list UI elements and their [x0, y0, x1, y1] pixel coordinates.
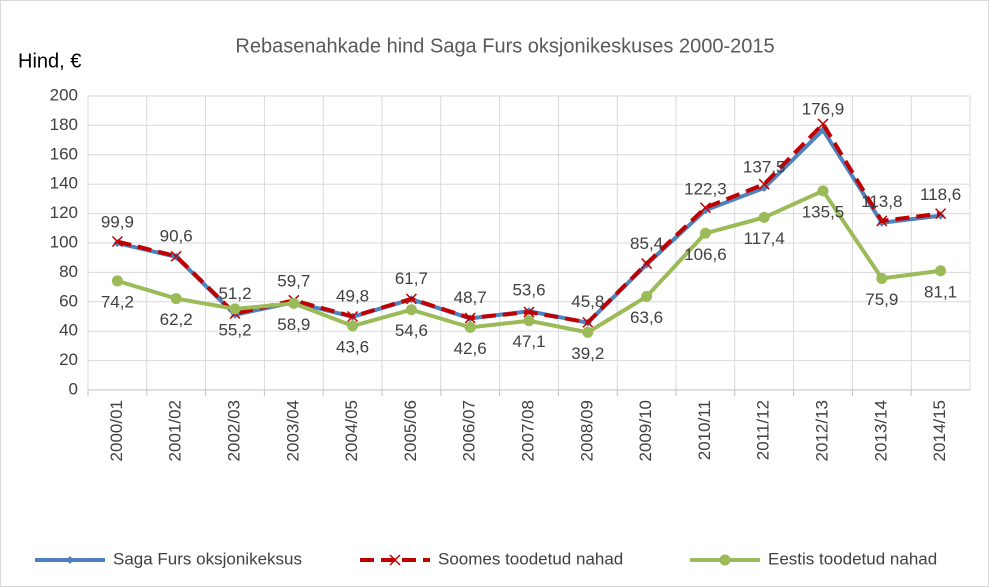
- data-point: [347, 310, 359, 323]
- data-label: 58,9: [277, 315, 310, 334]
- x-tick-label: 2003/04: [283, 400, 302, 461]
- legend-label: Saga Furs oksjonikeksus: [113, 549, 302, 568]
- data-label: 118,6: [920, 185, 961, 204]
- x-tick-label: 2009/10: [636, 400, 655, 461]
- x-tick-label: 2006/07: [460, 400, 479, 461]
- data-point: [405, 304, 417, 316]
- y-tick-label: 140: [50, 174, 78, 193]
- x-tick-label: 2001/02: [166, 400, 185, 461]
- legend-marker: [66, 556, 74, 564]
- chart-title: Rebasenahkade hind Saga Furs oksjonikesk…: [235, 35, 774, 57]
- data-label: 62,2: [160, 310, 193, 329]
- y-tick-label: 0: [69, 379, 78, 398]
- data-point: [229, 303, 241, 315]
- data-label: 176,9: [802, 99, 845, 118]
- x-tick-label: 2011/12: [754, 400, 773, 460]
- data-label: 137,5: [743, 157, 786, 176]
- data-point: [582, 316, 594, 328]
- y-tick-label: 160: [50, 144, 78, 163]
- data-point: [876, 272, 888, 284]
- data-label: 42,6: [454, 339, 487, 358]
- data-label: 51,2: [218, 284, 251, 303]
- data-label: 74,2: [101, 292, 134, 311]
- data-label: 81,1: [924, 282, 957, 301]
- data-label: 53,6: [512, 281, 545, 300]
- x-tick-label: 2012/13: [812, 400, 831, 461]
- data-label: 61,7: [395, 269, 428, 288]
- data-label: 48,7: [454, 288, 487, 307]
- x-tick-label: 2002/03: [224, 400, 243, 461]
- y-tick-label: 80: [59, 262, 78, 281]
- data-label: 63,6: [630, 308, 663, 327]
- data-point: [758, 211, 770, 223]
- data-label: 106,6: [684, 245, 727, 264]
- data-point: [758, 178, 770, 190]
- data-point: [170, 250, 182, 262]
- x-tick-label: 2010/11: [695, 400, 714, 460]
- data-point: [701, 206, 710, 215]
- y-tick-label: 20: [59, 350, 78, 369]
- data-point: [523, 306, 535, 318]
- y-tick-label: 40: [59, 321, 78, 340]
- data-point: [641, 291, 653, 303]
- y-tick-label: 180: [50, 115, 78, 134]
- data-label: 99,9: [101, 213, 134, 232]
- data-point: [935, 208, 947, 220]
- x-tick-label: 2005/06: [401, 400, 420, 461]
- data-point: [111, 275, 123, 287]
- y-tick-label: 200: [50, 85, 78, 104]
- data-point: [699, 227, 711, 239]
- y-tick-label: 120: [50, 203, 78, 222]
- x-tick-label: 2014/15: [930, 400, 949, 461]
- data-label: 55,2: [218, 320, 251, 339]
- legend-marker: [719, 554, 731, 566]
- data-label: 49,8: [336, 286, 369, 305]
- y-tick-label: 60: [59, 291, 78, 310]
- x-tick-label: 2013/14: [871, 400, 890, 461]
- x-tick-label: 2004/05: [342, 400, 361, 461]
- y-axis-title: Hind, €: [18, 50, 81, 72]
- x-tick-label: 2000/01: [107, 400, 126, 461]
- data-point: [170, 293, 182, 305]
- data-label: 54,6: [395, 321, 428, 340]
- legend-label: Eestis toodetud nahad: [768, 549, 937, 568]
- data-label: 43,6: [336, 337, 369, 356]
- legend-label: Soomes toodetud nahad: [438, 549, 623, 568]
- data-label: 90,6: [160, 226, 193, 245]
- data-point: [464, 312, 476, 324]
- data-point: [817, 185, 829, 197]
- data-label: 122,3: [684, 180, 727, 199]
- x-tick-label: 2008/09: [577, 400, 596, 461]
- data-point: [935, 265, 947, 277]
- data-point: [288, 297, 300, 309]
- data-label: 47,1: [512, 332, 545, 351]
- data-label: 45,8: [571, 292, 604, 311]
- data-point: [464, 321, 476, 333]
- data-point: [405, 293, 417, 305]
- data-point: [582, 326, 594, 338]
- legend-marker: [389, 554, 401, 566]
- data-point: [699, 202, 711, 214]
- data-label: 59,7: [277, 272, 310, 291]
- data-point: [111, 235, 123, 248]
- data-label: 117,4: [744, 229, 785, 248]
- data-point: [876, 215, 888, 227]
- data-label: 113,8: [861, 192, 902, 211]
- data-label: 39,2: [571, 344, 604, 363]
- data-label: 135,5: [802, 202, 845, 221]
- x-tick-label: 2007/08: [518, 400, 537, 461]
- data-label: 75,9: [865, 290, 898, 309]
- data-label: 85,4: [630, 234, 663, 253]
- y-tick-label: 100: [50, 232, 78, 251]
- data-point: [641, 258, 653, 270]
- data-point: [523, 315, 535, 327]
- data-point: [817, 118, 829, 130]
- data-point: [347, 320, 359, 332]
